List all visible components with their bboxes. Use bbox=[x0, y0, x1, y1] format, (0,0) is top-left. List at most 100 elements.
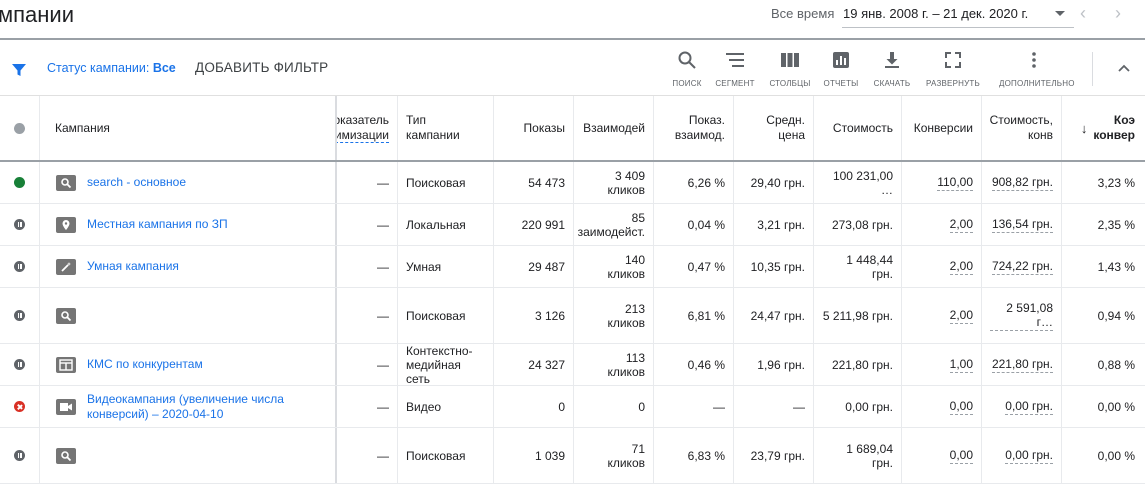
avg-cost-value: 24,47 грн. bbox=[750, 308, 805, 323]
conv-rate-value: 0,94 % bbox=[1097, 308, 1135, 323]
table-row[interactable]: КМС по конкурентам — Контекстно-медийная с… bbox=[0, 344, 1145, 386]
status-paused-icon[interactable] bbox=[14, 310, 25, 321]
campaign-name-link[interactable]: search - основное bbox=[87, 175, 187, 189]
status-paused-icon[interactable] bbox=[14, 450, 25, 461]
status-removed-icon[interactable] bbox=[14, 401, 25, 412]
conv-rate-cell: 0,00 % bbox=[1062, 428, 1145, 483]
filter-icon[interactable] bbox=[11, 62, 27, 83]
impressions-value: 24 327 bbox=[528, 357, 565, 372]
opt-cell: — bbox=[337, 428, 398, 483]
header-cost-per-conv[interactable]: Стоимость, конв bbox=[982, 96, 1062, 160]
header-optimization-score[interactable]: оказатель имизации bbox=[337, 96, 398, 160]
table-row[interactable]: — Поисковая 3 126 213 кликов 6,81 % 24,47 грн.… bbox=[0, 288, 1145, 344]
campaign-name-link[interactable]: Местная кампания по ЗП bbox=[87, 217, 228, 231]
conv-rate-cell: 1,43 % bbox=[1062, 246, 1145, 287]
int-rate-cell: 0,47 % bbox=[654, 246, 734, 287]
status-paused-icon[interactable] bbox=[14, 359, 25, 370]
conv-rate-cell: 2,35 % bbox=[1062, 204, 1145, 245]
int-rate-cell: 6,81 % bbox=[654, 288, 734, 343]
status-paused-icon[interactable] bbox=[14, 219, 25, 230]
int-rate-cell: 0,46 % bbox=[654, 344, 734, 385]
page-header: мпании Все время 19 янв. 2008 г. – 21 де… bbox=[0, 0, 1145, 38]
status-paused-icon[interactable] bbox=[14, 261, 25, 272]
chevron-up-icon[interactable] bbox=[1116, 60, 1132, 81]
cost-conv-value: 908,82 грн. bbox=[991, 174, 1053, 191]
chevron-down-icon[interactable] bbox=[1055, 11, 1065, 16]
opt-cell: — bbox=[337, 204, 398, 245]
search-campaign-icon bbox=[56, 307, 76, 324]
search-button[interactable]: ПОИСК bbox=[652, 50, 722, 88]
campaign-status-filter[interactable]: Статус кампании: Все bbox=[47, 61, 176, 75]
cost-conv-value: 0,00 грн. bbox=[1005, 447, 1053, 464]
conv-cell: 1,00 bbox=[902, 344, 982, 385]
header-interaction-rate[interactable]: Показ. взаимод. bbox=[654, 96, 734, 160]
columns-icon bbox=[781, 53, 799, 67]
search-campaign-icon bbox=[56, 174, 76, 191]
header-conversions[interactable]: Конверсии bbox=[902, 96, 982, 160]
header-ac-line1: Средн. bbox=[766, 113, 805, 127]
conv-rate-cell: 0,94 % bbox=[1062, 288, 1145, 343]
download-button[interactable]: СКАЧАТЬ bbox=[857, 50, 927, 88]
cost-cell: 5 211,98 грн. bbox=[814, 288, 902, 343]
header-impressions[interactable]: Показы bbox=[494, 96, 574, 160]
status-all-icon bbox=[14, 122, 25, 134]
status-enabled-icon[interactable] bbox=[14, 177, 25, 188]
conv-rate-value: 0,00 % bbox=[1097, 399, 1135, 414]
campaign-type-cell: Локальная bbox=[398, 204, 494, 245]
table-row[interactable]: — Поисковая 1 039 71 кликов 6,83 % 23,79 грн. 1… bbox=[0, 428, 1145, 484]
table-row[interactable]: search - основное — Поисковая 54 473 3 409 кл… bbox=[0, 162, 1145, 204]
table-row[interactable]: Умная кампания — Умная 29 487 140 кликов 0,47 … bbox=[0, 246, 1145, 288]
add-filter-button[interactable]: ДОБАВИТЬ ФИЛЬТР bbox=[195, 60, 329, 75]
chevron-right-icon[interactable]: › bbox=[1115, 3, 1121, 23]
avg-cost-cell: 29,40 грн. bbox=[734, 162, 814, 203]
avg-cost-cell: 1,96 грн. bbox=[734, 344, 814, 385]
interactions-value: 140 bbox=[624, 252, 645, 267]
more-button[interactable]: ДОПОЛНИТЕЛЬНО bbox=[999, 50, 1074, 88]
header-conv-rate[interactable]: ↓ Коэ конвер bbox=[1062, 96, 1145, 160]
campaign-name-link[interactable]: Умная кампания bbox=[87, 259, 179, 273]
header-ir-line1: Показ. bbox=[688, 113, 725, 127]
header-interactions[interactable]: Взаимодей bbox=[574, 96, 654, 160]
header-avg-cost[interactable]: Средн. цена bbox=[734, 96, 814, 160]
header-campaign-type[interactable]: Тип кампании bbox=[398, 96, 494, 160]
filter-value: Все bbox=[152, 61, 176, 75]
expand-button[interactable]: РАЗВЕРНУТЬ bbox=[918, 50, 988, 88]
header-status[interactable] bbox=[0, 96, 40, 160]
int-rate-value: 6,83 % bbox=[687, 448, 725, 463]
impressions-value: 29 487 bbox=[528, 259, 565, 274]
impressions-value: 220 991 bbox=[521, 217, 565, 232]
chevron-left-icon[interactable]: ‹ bbox=[1080, 3, 1086, 23]
avg-cost-value: 3,21 грн. bbox=[757, 217, 805, 232]
columns-button[interactable]: СТОЛБЦЫ bbox=[755, 50, 825, 88]
reports-button[interactable]: ОТЧЕТЫ bbox=[806, 50, 876, 88]
conv-cell: 2,00 bbox=[902, 246, 982, 287]
avg-cost-cell: 23,79 грн. bbox=[734, 428, 814, 483]
campaign-name-link[interactable]: КМС по конкурентам bbox=[87, 357, 203, 371]
cost-value: 1 689,04 грн. bbox=[846, 441, 893, 470]
header-campaign[interactable]: Кампания bbox=[40, 96, 337, 160]
location-campaign-icon bbox=[56, 216, 76, 233]
int-rate-value: 6,81 % bbox=[687, 308, 725, 323]
impressions-cell: 1 039 bbox=[494, 428, 574, 483]
table-row[interactable]: Видеокампания (увеличение числа конверси… bbox=[0, 386, 1145, 428]
segment-button[interactable]: СЕГМЕНТ bbox=[700, 50, 770, 88]
interactions-cell: 213 кликов bbox=[574, 288, 654, 343]
status-cell bbox=[0, 162, 40, 203]
header-cost[interactable]: Стоимость bbox=[814, 96, 902, 160]
impressions-value: 1 039 bbox=[534, 448, 565, 463]
search-label: ПОИСК bbox=[672, 79, 702, 88]
header-ir-line2: взаимод. bbox=[674, 128, 725, 142]
expand-icon bbox=[945, 52, 961, 68]
opt-value: — bbox=[377, 308, 389, 323]
campaign-name-link[interactable]: Видеокампания (увеличение числа конверси… bbox=[87, 391, 284, 421]
avg-cost-value: — bbox=[793, 399, 805, 414]
interactions-unit: кликов bbox=[607, 364, 645, 379]
interactions-cell: 3 409 кликов bbox=[574, 162, 654, 203]
date-range-selector[interactable]: 19 янв. 2008 г. – 21 дек. 2020 г. bbox=[843, 6, 1029, 21]
header-cc-line1: Стоимость, bbox=[989, 113, 1053, 127]
table-row[interactable]: Местная кампания по ЗП — Локальная 220 991 8… bbox=[0, 204, 1145, 246]
conv-cell: 110,00 bbox=[902, 162, 982, 203]
interactions-unit: заимодейст. bbox=[577, 224, 645, 239]
interactions-value: 113 bbox=[625, 350, 645, 365]
avg-cost-cell: 10,35 грн. bbox=[734, 246, 814, 287]
